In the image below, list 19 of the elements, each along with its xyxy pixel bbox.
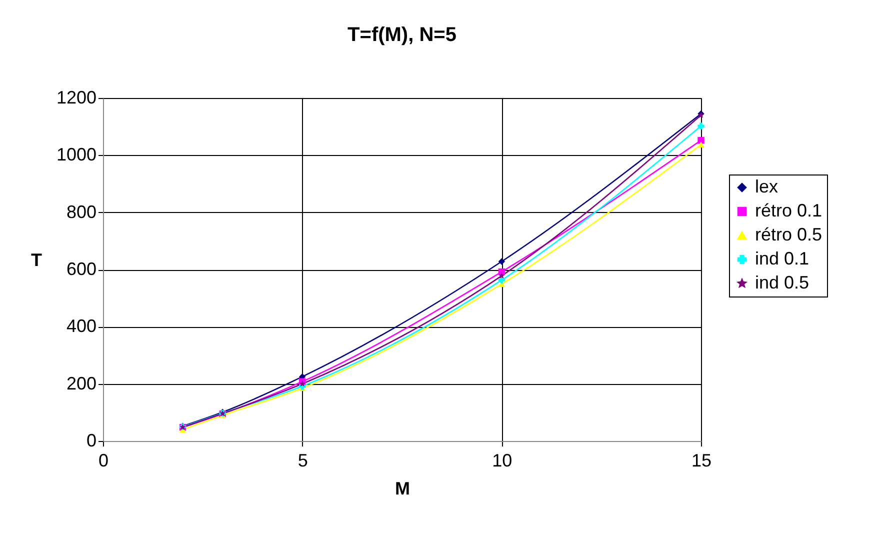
- y-axis-title: T: [30, 250, 42, 270]
- legend-label: ind 0.5: [755, 272, 810, 292]
- x-tick-label: 5: [298, 450, 308, 470]
- x-tick-label: 0: [98, 450, 109, 470]
- y-tick-label: 1000: [56, 144, 96, 165]
- y-tick-label: 600: [66, 259, 96, 279]
- x-tick-label: 10: [492, 450, 512, 470]
- legend-label: ind 0.1: [755, 248, 810, 268]
- y-tick-label: 0: [86, 430, 96, 450]
- legend-label: rétro 0.1: [755, 200, 822, 220]
- y-tick-label: 400: [66, 316, 96, 336]
- y-tick-label: 800: [66, 202, 96, 222]
- x-tick-label: 15: [691, 450, 712, 470]
- legend-label: rétro 0.5: [755, 224, 822, 244]
- y-tick-label: 1200: [56, 88, 96, 108]
- x-axis-title: M: [395, 478, 410, 498]
- chart-title: T=f(M), N=5: [348, 24, 456, 46]
- legend-label: lex: [755, 176, 778, 196]
- y-tick-label: 200: [66, 373, 96, 394]
